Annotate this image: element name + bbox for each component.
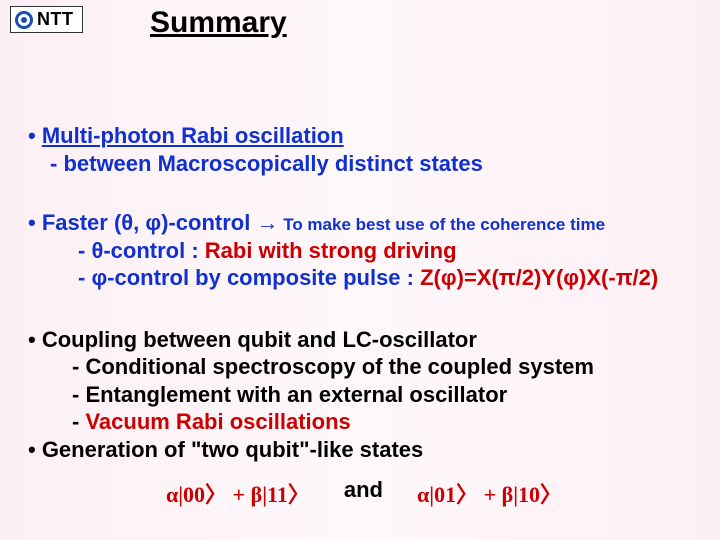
slide-body: • Multi-photon Rabi oscillation - betwee… (28, 122, 700, 509)
bullet-2-head-a: • Faster (θ, φ)-control (28, 210, 256, 235)
bullet-2-sub1: - θ-control : Rabi with strong driving (28, 237, 700, 265)
bullet-3-line3: - Entanglement with an external oscillat… (28, 381, 700, 409)
logo-mark-icon (15, 11, 33, 29)
bullet-2-sub1-b: Rabi with strong driving (205, 238, 457, 263)
ntt-logo: NTT (10, 6, 83, 33)
bullet-2-head-b: To make best use of the coherence time (278, 215, 605, 234)
formula-right: α|01〉 + β|10〉 (417, 477, 562, 509)
bullet-2-sub2-b: Z(φ)=X(π/2)Y(φ)X(-π/2) (420, 265, 658, 290)
bullet-3: • Coupling between qubit and LC-oscillat… (28, 326, 700, 464)
bullet-2-sub1-a: - θ-control : (78, 238, 205, 263)
bullet-2-sub2: - φ-control by composite pulse : Z(φ)=X(… (28, 264, 700, 292)
logo-text: NTT (37, 9, 74, 30)
bullet-2-sub2-a: - φ-control by composite pulse : (78, 265, 420, 290)
bullet-1: • Multi-photon Rabi oscillation - betwee… (28, 122, 700, 177)
bullet-3-line1: • Coupling between qubit and LC-oscillat… (28, 327, 477, 352)
formula-row: α|00〉 + β|11〉 and α|01〉 + β|10〉 (28, 477, 700, 509)
bullet-3-line4-b: Vacuum Rabi oscillations (85, 409, 350, 434)
slide-title: Summary (150, 6, 287, 40)
bullet-1-prefix: • (28, 123, 42, 148)
bullet-3-line2: - Conditional spectroscopy of the couple… (28, 353, 700, 381)
formula-left: α|00〉 + β|11〉 (166, 477, 310, 509)
bullet-1-sub: - between Macroscopically distinct state… (28, 150, 700, 178)
formula-and: and (344, 477, 383, 509)
bullet-3-line4-a: - (72, 409, 85, 434)
bullet-3-line5: • Generation of "two qubit"-like states (28, 436, 700, 464)
bullet-2: • Faster (θ, φ)-control → To make best u… (28, 209, 700, 292)
bullet-3-line4: - Vacuum Rabi oscillations (28, 408, 700, 436)
arrow-icon: → (256, 210, 278, 235)
bullet-1-head: Multi-photon Rabi oscillation (42, 123, 344, 148)
